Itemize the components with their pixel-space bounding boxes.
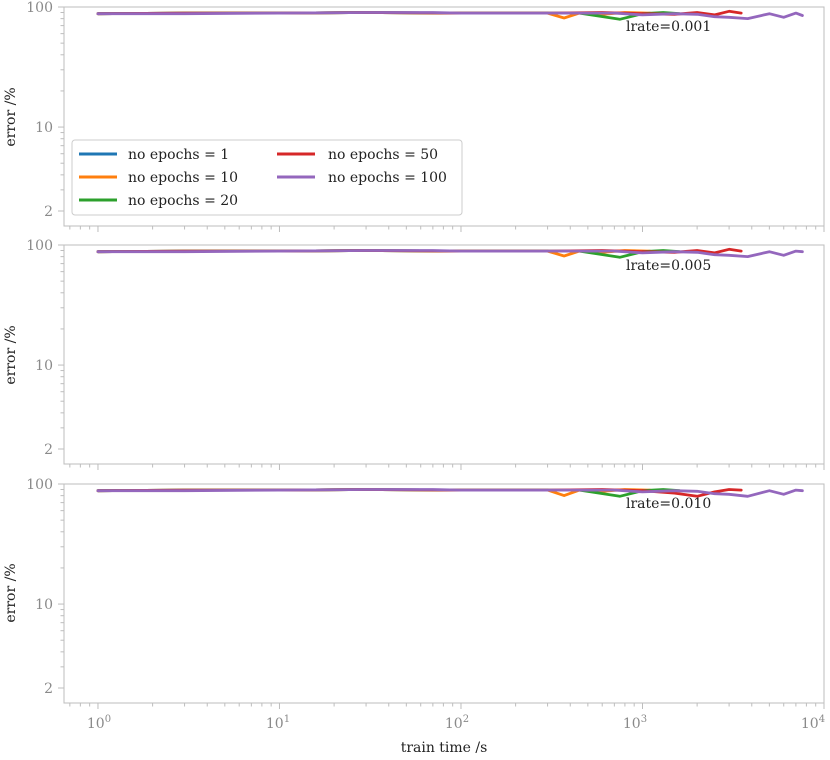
legend-label: no epochs = 50	[328, 147, 438, 163]
panel-3: 2 10 100 lrate=0.010 error /%	[3, 477, 825, 709]
panel-2-axes: 2 10 100	[26, 238, 825, 470]
y-tick-label: 2	[44, 681, 53, 697]
y-tick-label: 10	[35, 358, 53, 374]
panel-2-ylabel: error /%	[3, 325, 19, 384]
panel-3-frame	[63, 483, 825, 704]
panel-2-series	[96, 247, 804, 259]
panel-3-annotation: lrate=0.010	[626, 496, 711, 512]
legend-box	[71, 139, 463, 216]
panel-1-axes: 2 10 100	[26, 0, 825, 232]
panel-2-annotation: lrate=0.005	[626, 258, 711, 274]
x-tick-label: 101	[266, 714, 290, 732]
panel-1-ylabel: error /%	[3, 87, 19, 146]
y-tick-label: 100	[26, 477, 53, 493]
y-tick-label: 100	[26, 238, 53, 254]
x-tick-labels: 100 101 102 103 104	[87, 714, 825, 732]
y-tick-label: 10	[35, 120, 53, 136]
x-tick-label: 102	[445, 714, 469, 732]
panel-1-series	[96, 9, 804, 21]
series-line-no-epochs-100	[96, 488, 804, 498]
panel-1-annotation: lrate=0.001	[626, 19, 711, 35]
panel-1-frame	[63, 6, 825, 227]
panel-3-series	[96, 488, 804, 498]
panel-3-axes: 2 10 100	[26, 477, 825, 709]
panel-3-ylabel: error /%	[3, 563, 19, 622]
panel-2-frame	[63, 244, 825, 465]
legend: no epochs = 1 no epochs = 10 no epochs =…	[71, 139, 463, 216]
series-line-no-epochs-100	[96, 11, 804, 21]
series-line-no-epochs-100	[96, 249, 804, 259]
y-tick-label: 2	[44, 442, 53, 458]
legend-label: no epochs = 1	[128, 147, 229, 163]
y-tick-label: 100	[26, 0, 53, 16]
panel-2: 2 10 100 lrate=0.005 error /%	[3, 238, 825, 470]
y-tick-label: 2	[44, 204, 53, 220]
x-tick-label: 103	[623, 714, 647, 732]
x-tick-label: 100	[87, 714, 111, 732]
legend-label: no epochs = 20	[128, 193, 238, 209]
y-tick-label: 10	[35, 597, 53, 613]
x-axis-label: train time /s	[401, 740, 488, 756]
legend-label: no epochs = 10	[128, 170, 238, 186]
legend-label: no epochs = 100	[328, 170, 447, 186]
x-tick-label: 104	[801, 714, 825, 732]
panel-1: 2 10 100 lrate=0.001 error /%	[3, 0, 825, 232]
